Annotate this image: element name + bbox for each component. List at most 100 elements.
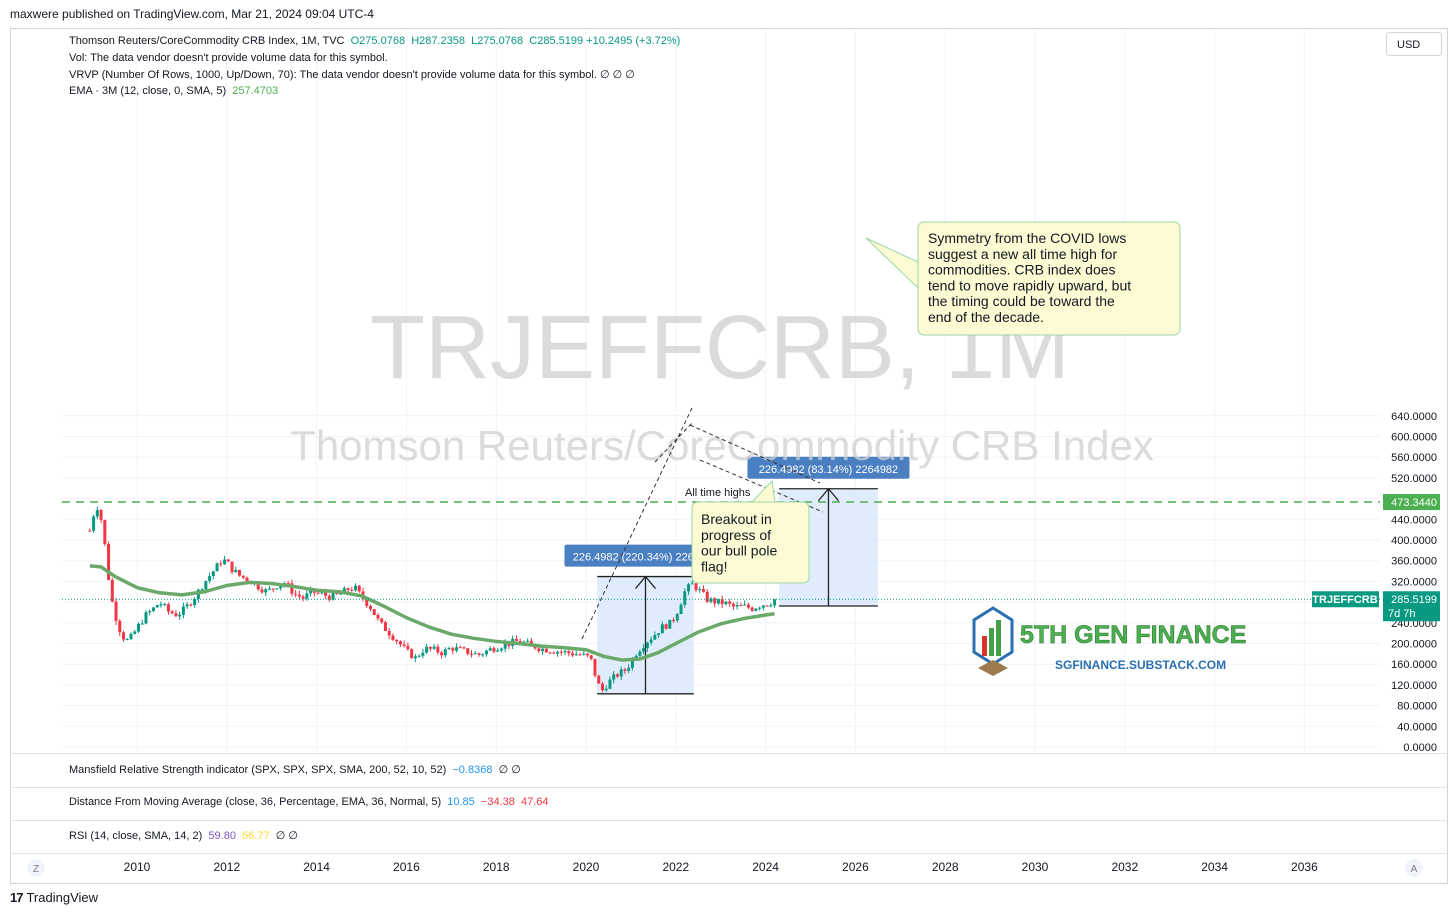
candle-body: [473, 653, 477, 655]
candle-body: [383, 622, 387, 632]
mansfield-indicator[interactable]: Mansfield Relative Strength indicator (S…: [69, 763, 521, 776]
candle-body: [720, 599, 724, 605]
candle-body: [470, 653, 474, 655]
candle-body: [488, 648, 492, 651]
candle-body: [309, 589, 313, 594]
candle-body: [589, 655, 593, 659]
candle-body: [238, 569, 242, 576]
candle-body: [410, 649, 414, 659]
legend-change: +10.2495 (+3.72%): [586, 35, 681, 47]
candle-body: [765, 605, 769, 607]
rsi-tail: ∅ ∅: [275, 830, 298, 842]
logo-bar-icon: [996, 620, 1001, 656]
candle-body: [705, 591, 709, 602]
candle-body: [713, 598, 717, 604]
indicator-divider: [10, 787, 1448, 788]
legend-vrvp: VRVP (Number Of Rows, 1000, Up/Down, 70)…: [69, 69, 635, 81]
chart-frame[interactable]: [10, 28, 1448, 884]
candle-body: [316, 592, 320, 594]
footer-brand-text: TradingView: [26, 890, 99, 905]
candle-body: [193, 598, 197, 606]
candle-body: [567, 651, 571, 654]
time-tick-label: 2012: [213, 860, 240, 874]
measure1-label-box: [564, 544, 727, 567]
time-axis[interactable]: 2010 2012 2014 2016 2018 2020 2022 2024 2026 2028…: [27, 859, 1423, 877]
candle-body: [758, 607, 762, 609]
distance-name: Distance From Moving Average (close, 36,…: [69, 796, 442, 808]
candle-body: [645, 642, 649, 648]
candle-body: [301, 596, 305, 599]
candle-body: [103, 519, 107, 545]
last-symbol-label: TRJEFFCRB: [1312, 594, 1377, 606]
ath-price-badge: [1383, 494, 1440, 511]
legend-ema-name: EMA · 3M (12, close, 0, SMA, 5): [69, 85, 227, 97]
candle-body: [716, 599, 720, 604]
time-tick-label: 2036: [1291, 860, 1318, 874]
candle-body: [443, 649, 447, 656]
candle-body: [769, 605, 773, 607]
candle-body: [357, 585, 361, 592]
ema-line: [89, 564, 775, 662]
measure2-label-box: [747, 456, 910, 479]
candle-body: [406, 645, 410, 650]
candle-body: [223, 559, 227, 565]
candle-body: [432, 646, 436, 649]
legend-ema-value: 257.4703: [232, 85, 279, 97]
legend-volume: Vol: The data vendor doesn't provide vol…: [69, 52, 388, 64]
price-tick-label: 80.0000: [1397, 701, 1437, 713]
price-tick-label: 200.0000: [1391, 639, 1437, 651]
footer-brand[interactable]: 17 TradingView: [10, 890, 98, 905]
candle-body: [585, 653, 589, 656]
candle-body: [552, 652, 556, 654]
rsi-indicator[interactable]: RSI (14, close, SMA, 14, 2) 59.80 56.77 …: [69, 829, 298, 842]
candle-body: [634, 655, 638, 659]
last-price-label: 285.5199: [1391, 594, 1437, 606]
candle-body: [391, 635, 395, 640]
measure1-label: 226.4982 (220.34%) 2264982: [573, 552, 719, 564]
price-tick-label: 440.0000: [1391, 514, 1437, 526]
candle-body: [750, 607, 754, 611]
candle-body: [496, 650, 500, 652]
candle-body: [619, 669, 623, 677]
candle-body: [608, 679, 612, 689]
candle-body: [159, 604, 163, 606]
distance-indicator[interactable]: Distance From Moving Average (close, 36,…: [69, 796, 549, 808]
candle-body: [129, 633, 133, 640]
candle-body: [331, 592, 335, 600]
candle-body: [623, 669, 627, 671]
mansfield-value: −0.8368: [452, 764, 493, 776]
candle-body: [481, 654, 485, 656]
rsi-value-2: 56.77: [242, 830, 270, 842]
time-tick-label: 2026: [842, 860, 869, 874]
rsi-value-1: 59.80: [208, 830, 236, 842]
candle-body: [455, 647, 459, 651]
candle-body: [462, 647, 466, 649]
candle-body: [630, 658, 634, 668]
candle-body: [256, 583, 260, 590]
time-tick-label: 2028: [932, 860, 959, 874]
candle-body: [421, 652, 425, 656]
time-tick-label: 2018: [483, 860, 510, 874]
candle-body: [638, 651, 642, 656]
candle-body: [320, 592, 324, 594]
candle-body: [151, 607, 155, 612]
candle-body: [140, 623, 144, 625]
currency-button[interactable]: USD: [1386, 32, 1442, 56]
price-tick-label: 520.0000: [1391, 473, 1437, 485]
candle-body: [679, 604, 683, 615]
publisher-line: maxwere published on TradingView.com, Ma…: [10, 7, 374, 21]
note2-pointer: [750, 479, 776, 503]
candle-body: [440, 652, 444, 656]
time-tick-label: 2024: [752, 860, 779, 874]
time-tick-label: 2034: [1201, 860, 1228, 874]
candle-body: [208, 576, 212, 581]
legend-symbol-name: Thomson Reuters/CoreCommodity CRB Index,…: [69, 35, 345, 47]
candle-body: [234, 569, 238, 573]
time-tick-label: 2032: [1111, 860, 1138, 874]
candle-body: [754, 608, 758, 611]
price-axis[interactable]: 640.0000600.0000560.0000520.0000480.0000…: [1312, 411, 1440, 754]
candle-body: [286, 583, 290, 585]
logo-base-icon: [978, 660, 1008, 676]
candle-body: [110, 579, 114, 602]
